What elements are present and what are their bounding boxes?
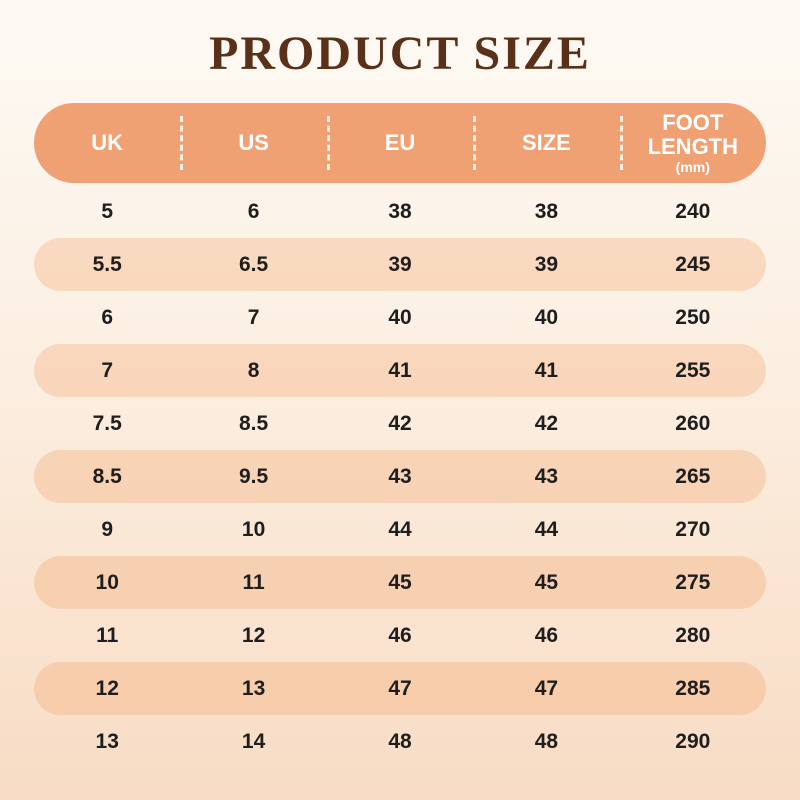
table-row: 8.5 9.5 43 43 265 bbox=[34, 450, 766, 503]
table-cell: 5.5 bbox=[92, 252, 122, 276]
table-row: 12 13 47 47 285 bbox=[34, 662, 766, 715]
table-cell: 260 bbox=[675, 411, 711, 435]
table-cell: 47 bbox=[388, 676, 412, 700]
table-cell: 8.5 bbox=[92, 464, 122, 488]
table-cell: 10 bbox=[241, 517, 266, 541]
size-table: UK US EU SIZE FOOT LENGTH (mm) 5 6 38 38 240… bbox=[34, 103, 766, 768]
table-cell: 255 bbox=[675, 358, 711, 382]
table-cell: 7.5 bbox=[92, 411, 122, 435]
table-cell: 7 bbox=[101, 358, 114, 382]
table-cell: 10 bbox=[95, 570, 119, 594]
size-table-header: UK US EU SIZE FOOT LENGTH (mm) bbox=[34, 103, 766, 183]
header-foot-length-label: FOOT LENGTH bbox=[647, 109, 739, 160]
table-cell: 11 bbox=[96, 623, 119, 647]
table-row: 5.5 6.5 39 39 245 bbox=[34, 238, 766, 291]
table-cell: 48 bbox=[388, 729, 412, 753]
table-cell: 41 bbox=[388, 358, 412, 382]
table-row: 7 8 41 41 255 bbox=[34, 344, 766, 397]
table-cell: 12 bbox=[95, 676, 119, 700]
table-cell: 39 bbox=[388, 252, 412, 276]
table-cell: 7 bbox=[247, 305, 260, 329]
size-table-body: 5 6 38 38 240 5.5 6.5 39 39 245 6 7 40 40 250 7 8 41 41 255… bbox=[34, 185, 766, 768]
header-cell-size: SIZE bbox=[473, 130, 619, 156]
table-cell: 6 bbox=[247, 199, 260, 223]
table-cell: 40 bbox=[534, 305, 559, 329]
table-cell: 41 bbox=[534, 358, 559, 382]
table-cell: 11 bbox=[242, 570, 265, 594]
table-cell: 270 bbox=[675, 517, 711, 541]
table-cell: 14 bbox=[241, 729, 266, 753]
table-cell: 46 bbox=[388, 623, 412, 647]
table-cell: 6 bbox=[101, 305, 114, 329]
table-cell: 38 bbox=[534, 199, 559, 223]
table-row: 13 14 48 48 290 bbox=[34, 715, 766, 768]
table-row: 10 11 45 45 275 bbox=[34, 556, 766, 609]
table-cell: 43 bbox=[388, 464, 412, 488]
table-cell: 285 bbox=[675, 676, 711, 700]
table-cell: 240 bbox=[675, 199, 711, 223]
header-cell-uk: UK bbox=[91, 129, 124, 155]
table-row: 9 10 44 44 270 bbox=[34, 503, 766, 556]
table-cell: 13 bbox=[241, 676, 266, 700]
table-cell: 46 bbox=[534, 623, 559, 647]
table-cell: 38 bbox=[388, 199, 412, 223]
table-cell: 13 bbox=[95, 729, 119, 753]
table-row: 6 7 40 40 250 bbox=[34, 291, 766, 344]
table-cell: 39 bbox=[534, 252, 559, 276]
table-row: 5 6 38 38 240 bbox=[34, 185, 766, 238]
table-cell: 45 bbox=[534, 570, 559, 594]
table-cell: 9 bbox=[101, 517, 114, 541]
table-cell: 245 bbox=[675, 252, 711, 276]
table-cell: 40 bbox=[388, 305, 412, 329]
header-cell-foot-length: FOOT LENGTH (mm) bbox=[620, 109, 766, 176]
table-cell: 5 bbox=[101, 199, 114, 223]
table-cell: 8.5 bbox=[238, 411, 269, 435]
table-cell: 6.5 bbox=[238, 252, 269, 276]
table-cell: 44 bbox=[388, 517, 412, 541]
table-cell: 44 bbox=[534, 517, 559, 541]
table-cell: 42 bbox=[388, 411, 412, 435]
header-unit-label: (mm) bbox=[675, 158, 710, 175]
header-cell-eu: EU bbox=[327, 130, 473, 156]
table-cell: 12 bbox=[241, 623, 266, 647]
table-cell: 250 bbox=[675, 305, 711, 329]
table-cell: 280 bbox=[675, 623, 711, 647]
page-title: PRODUCT SIZE bbox=[209, 27, 591, 80]
table-cell: 48 bbox=[534, 729, 559, 753]
table-cell: 275 bbox=[675, 570, 711, 594]
table-cell: 265 bbox=[675, 464, 711, 488]
table-cell: 290 bbox=[675, 729, 711, 753]
table-row: 11 12 46 46 280 bbox=[34, 609, 766, 662]
table-cell: 42 bbox=[534, 411, 559, 435]
table-cell: 47 bbox=[534, 676, 559, 700]
table-cell: 8 bbox=[247, 358, 260, 382]
table-cell: 43 bbox=[534, 464, 559, 488]
table-cell: 9.5 bbox=[238, 464, 269, 488]
table-cell: 45 bbox=[388, 570, 412, 594]
table-row: 7.5 8.5 42 42 260 bbox=[34, 397, 766, 450]
header-cell-us: US bbox=[180, 130, 326, 156]
